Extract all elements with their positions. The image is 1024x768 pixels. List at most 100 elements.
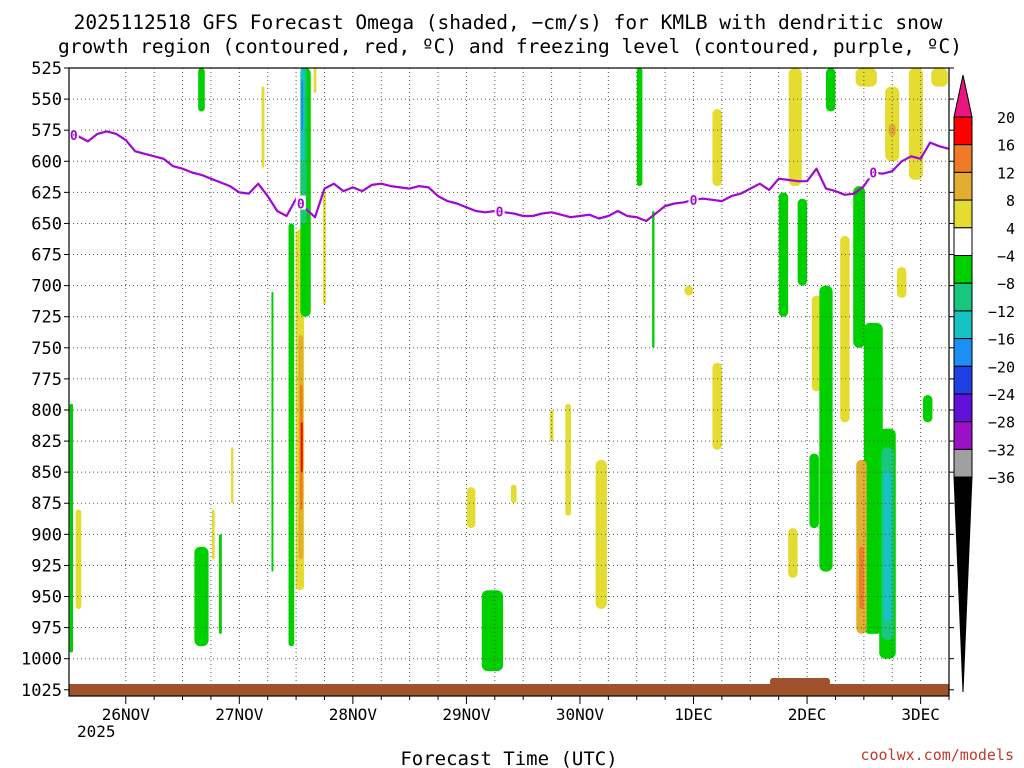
omega-region — [313, 68, 317, 93]
omega-region — [198, 68, 205, 112]
plot-background — [69, 68, 949, 696]
omega-region — [231, 447, 234, 504]
omega-region — [896, 266, 907, 299]
y-tick-label: 525 — [31, 59, 62, 79]
omega-region — [271, 291, 274, 572]
colorbar-label: −16 — [988, 331, 1015, 349]
omega-region — [300, 422, 303, 473]
omega-region — [301, 80, 304, 131]
x-tick-label: 3DEC — [901, 705, 940, 724]
x-axis-year-label: 2025 — [77, 722, 116, 741]
freezing-level-label-bg — [295, 195, 306, 210]
omega-region — [863, 322, 883, 634]
y-tick-label: 625 — [31, 183, 62, 203]
omega-region — [811, 295, 822, 392]
y-tick-label: 775 — [31, 370, 62, 390]
colorbar-segment — [953, 116, 973, 146]
y-tick-label: 725 — [31, 308, 62, 328]
omega-region — [922, 395, 933, 423]
y-tick-label: 675 — [31, 246, 62, 266]
colorbar-label: 12 — [997, 164, 1015, 182]
colorbar-segment — [953, 144, 973, 173]
colorbar-segment — [953, 421, 973, 450]
colorbar-segment — [953, 171, 973, 201]
freezing-level-label: 0 — [496, 206, 504, 221]
y-tick-label: 825 — [31, 432, 62, 452]
x-tick-label: 2DEC — [788, 705, 827, 724]
y-tick-label: 900 — [31, 525, 62, 545]
colorbar-segment — [953, 227, 973, 257]
y-axis-ticks: 525 550 575 600 625 650 675 700 725 750 775 800 825 8… — [21, 59, 954, 701]
x-tick-label: 28NOV — [329, 705, 378, 724]
colorbar-label: −12 — [988, 303, 1015, 321]
y-tick-label: 925 — [31, 556, 62, 576]
omega-region — [819, 285, 833, 572]
freezing-level-line — [68, 130, 950, 223]
y-tick-label: 875 — [31, 494, 62, 514]
y-tick-label: 700 — [31, 277, 62, 297]
colorbar: 20 16 12 8 4 −4 −8 −12 −16 −20 −24 −28 −32 −36 — [953, 74, 1015, 693]
omega-region — [712, 362, 722, 450]
grid-lines — [69, 67, 950, 696]
credit-link[interactable]: coolwx.com/models — [860, 746, 1014, 764]
omega-region — [840, 235, 850, 423]
omega-region — [825, 68, 836, 112]
colorbar-label: 16 — [997, 137, 1015, 155]
colorbar-segment — [953, 255, 973, 284]
omega-region — [809, 453, 819, 529]
colorbar-label: 4 — [1006, 220, 1015, 238]
x-axis-ticks: 26NOV 27NOV 28NOV 29NOV 30NOV 1DEC 2DEC 3DEC — [102, 696, 950, 724]
chart-title-line1: 2025112518 GFS Forecast Omega (shaded, −… — [74, 11, 943, 34]
omega-region — [636, 68, 643, 187]
ground-surface-band — [69, 684, 949, 696]
omega-region — [712, 109, 722, 187]
omega-region — [855, 68, 877, 87]
freezing-level-label-bg — [688, 191, 699, 206]
y-tick-label: 650 — [31, 214, 62, 234]
colorbar-label: −36 — [988, 469, 1015, 487]
y-tick-label: 575 — [31, 121, 62, 141]
omega-region — [549, 409, 554, 442]
freezing-level-label-bg — [68, 127, 79, 142]
colorbar-label: −24 — [988, 386, 1015, 404]
omega-region — [565, 403, 571, 516]
x-axis-title: Forecast Time (UTC) — [400, 748, 617, 768]
y-tick-label: 850 — [31, 463, 62, 483]
omega-region — [510, 484, 517, 504]
x-tick-label: 30NOV — [556, 705, 605, 724]
freezing-level-label-bg — [494, 203, 505, 218]
omega-region — [466, 487, 476, 529]
colorbar-segment — [953, 365, 973, 395]
chart-title-line2: growth region (contoured, red, ºC) and f… — [58, 35, 962, 58]
omega-region — [69, 403, 74, 653]
colorbar-label: 20 — [997, 109, 1015, 127]
ground-surface — [69, 678, 949, 696]
omega-region — [684, 285, 694, 296]
y-tick-label: 1025 — [21, 681, 62, 701]
omega-region — [859, 546, 864, 609]
y-tick-label: 600 — [31, 152, 62, 172]
omega-region — [883, 472, 892, 622]
omega-region — [853, 186, 866, 348]
omega-region — [797, 198, 808, 286]
ground-surface-bump — [770, 678, 830, 686]
colorbar-label: −20 — [988, 358, 1015, 376]
omega-region — [931, 68, 948, 87]
colorbar-segment — [953, 448, 973, 478]
y-tick-label: 1000 — [21, 650, 62, 670]
colorbar-segment — [953, 338, 973, 367]
y-tick-label: 750 — [31, 339, 62, 359]
colorbar-segment — [953, 310, 973, 340]
x-tick-label: 26NOV — [102, 705, 151, 724]
y-tick-label: 975 — [31, 619, 62, 639]
omega-region — [288, 223, 295, 647]
colorbar-segment — [953, 393, 973, 423]
freezing-level-label-bg — [868, 164, 879, 179]
freezing-level-label: 0 — [690, 194, 698, 209]
plot-frame — [68, 67, 950, 697]
x-tick-label: 27NOV — [215, 705, 264, 724]
omega-region — [261, 86, 265, 168]
y-tick-label: 550 — [31, 90, 62, 110]
y-tick-label: 800 — [31, 401, 62, 421]
